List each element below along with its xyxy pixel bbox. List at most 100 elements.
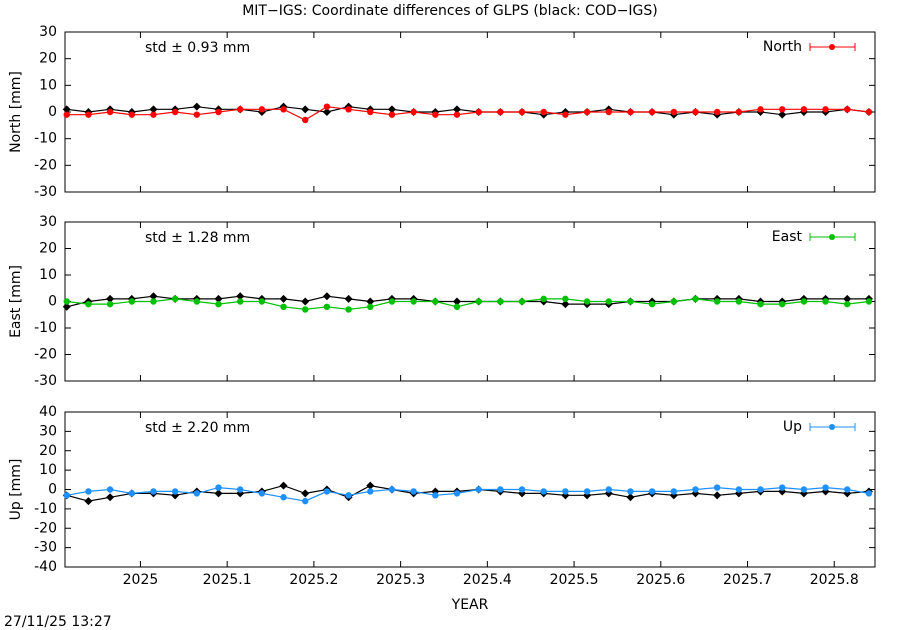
data-point xyxy=(562,295,569,303)
data-point xyxy=(822,298,829,305)
data-point xyxy=(410,108,417,116)
data-point xyxy=(692,108,699,116)
data-point xyxy=(779,106,786,113)
data-point xyxy=(735,298,743,305)
x-tick-label: 2025.7 xyxy=(723,572,772,588)
series-line xyxy=(66,486,870,502)
data-point xyxy=(583,298,591,305)
data-point xyxy=(735,108,743,116)
series-line xyxy=(66,106,869,121)
data-point xyxy=(648,108,656,116)
data-point xyxy=(779,484,786,491)
data-point xyxy=(865,490,873,497)
data-point xyxy=(236,106,244,113)
data-point xyxy=(236,298,244,305)
data-point xyxy=(258,490,266,497)
series-line xyxy=(66,295,869,308)
legend-symbol xyxy=(829,424,835,430)
y-tick-label: 20 xyxy=(39,241,57,257)
x-tick-label: 2025.8 xyxy=(810,572,859,588)
data-point xyxy=(85,488,92,495)
data-point xyxy=(800,486,808,493)
data-point xyxy=(236,486,244,493)
data-point xyxy=(345,106,352,113)
data-point xyxy=(627,108,634,116)
y-tick-label: -40 xyxy=(34,559,57,575)
y-tick-label: -30 xyxy=(34,540,57,556)
data-point xyxy=(648,300,656,308)
data-point xyxy=(735,486,743,493)
data-point xyxy=(432,111,439,118)
data-point xyxy=(713,298,721,305)
data-point xyxy=(171,488,179,495)
data-point xyxy=(301,105,310,114)
data-point xyxy=(302,497,309,505)
data-point xyxy=(106,486,114,493)
data-point xyxy=(323,488,331,495)
data-point xyxy=(214,294,223,303)
data-point xyxy=(452,297,461,306)
data-point xyxy=(562,111,569,118)
data-point xyxy=(106,294,115,303)
data-point xyxy=(475,108,482,116)
y-tick-label: -20 xyxy=(34,157,57,173)
data-point xyxy=(302,306,309,313)
data-point xyxy=(648,488,656,495)
data-point xyxy=(62,105,71,114)
data-point xyxy=(215,484,222,491)
y-axis-label: East [mm] xyxy=(8,265,24,338)
data-point xyxy=(280,494,287,501)
y-tick-label: 0 xyxy=(48,104,57,120)
data-point xyxy=(475,486,482,493)
annotation: std ± 1.28 mm xyxy=(145,230,250,246)
data-point xyxy=(757,300,764,308)
data-point xyxy=(344,294,353,303)
data-point xyxy=(258,106,266,113)
data-point xyxy=(778,110,787,119)
chart-title: MIT−IGS: Coordinate differences of GLPS … xyxy=(242,3,658,19)
data-point xyxy=(540,108,547,116)
data-point xyxy=(302,116,309,124)
data-point xyxy=(627,488,634,495)
data-point xyxy=(345,492,352,499)
data-point xyxy=(626,493,635,502)
data-point xyxy=(367,303,374,310)
x-tick-label: 2025.5 xyxy=(550,572,599,588)
data-point xyxy=(215,300,222,308)
data-point xyxy=(453,111,461,118)
y-tick-label: -30 xyxy=(34,373,57,389)
data-point xyxy=(540,295,547,303)
data-point xyxy=(822,106,829,113)
data-point xyxy=(497,108,504,116)
data-point xyxy=(453,303,461,310)
data-point xyxy=(692,486,699,493)
data-point xyxy=(388,486,396,493)
data-point xyxy=(670,298,678,305)
data-point xyxy=(540,488,547,495)
data-point xyxy=(432,298,439,305)
annotation: std ± 0.93 mm xyxy=(145,40,250,56)
data-point xyxy=(171,108,179,116)
data-point xyxy=(150,488,157,495)
data-point xyxy=(800,298,808,305)
data-point xyxy=(432,492,439,499)
annotation: std ± 2.20 mm xyxy=(145,420,250,436)
y-axis-label: North [mm] xyxy=(8,71,24,153)
data-point xyxy=(192,102,201,111)
data-point xyxy=(713,491,722,500)
data-point xyxy=(757,486,764,493)
y-tick-label: -10 xyxy=(34,320,57,336)
y-tick-label: 20 xyxy=(39,51,57,67)
legend-label: East xyxy=(772,229,803,245)
data-point xyxy=(367,108,374,116)
legend-label: Up xyxy=(783,419,802,435)
data-point xyxy=(410,488,417,495)
x-tick-label: 2025.6 xyxy=(636,572,685,588)
y-tick-label: 10 xyxy=(39,462,57,478)
x-tick-label: 2025.3 xyxy=(376,572,425,588)
data-point xyxy=(63,492,70,499)
data-point xyxy=(497,298,504,305)
data-point xyxy=(844,106,851,113)
data-point xyxy=(171,295,179,303)
data-point xyxy=(323,303,331,310)
